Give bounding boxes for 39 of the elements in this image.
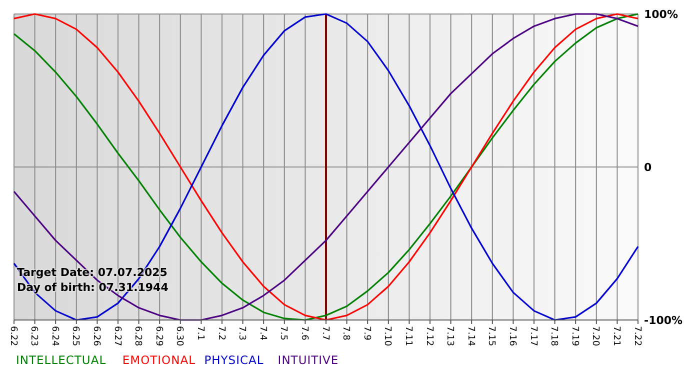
x-tick-label: 7.3 [236,326,247,340]
x-tick-label: 7.11 [403,326,414,346]
y-tick-label: 0 [644,160,652,174]
text: EMOTIONAL [122,353,196,367]
x-tick-label: 6.30 [174,326,184,346]
x-tick-label: 7.17 [528,326,538,346]
text: INTELLECTUAL [16,353,106,367]
x-tick-label: 7.7 [320,326,330,340]
x-tick-label: 7.12 [424,326,434,346]
x-tick-label: 7.8 [340,326,351,341]
x-tick-label: 7.20 [590,326,600,346]
x-tick-label: 7.18 [548,326,559,346]
x-tick-label: 7.16 [507,326,518,346]
y-tick-label: 100% [644,8,678,21]
x-tick-label: 6.25 [70,326,80,346]
x-tick-label: 7.4 [257,326,268,341]
x-tick-label: 6.26 [91,326,102,346]
x-tick-label: 7.9 [361,326,372,341]
x-tick-label: 6.24 [49,326,60,346]
x-tick-label: 7.13 [444,326,455,346]
x-tick-label: 6.27 [112,326,122,346]
line-series [13,13,639,321]
x-tick-label: 7.6 [299,326,310,341]
y-tick-label: -100% [644,314,683,327]
x-tick-label: 7.10 [382,326,392,346]
x-tick-label: 6.29 [153,326,164,346]
x-tick-label: 7.22 [632,326,642,346]
x-tick-label: 7.1 [195,326,206,340]
x-tick-label: 7.21 [611,326,622,346]
x-tick-label: 7.2 [216,326,226,340]
x-tick-label: 6.22 [8,326,18,346]
text: INTUITIVE [278,353,339,367]
x-tick-label: 6.28 [132,326,143,346]
x-tick-label: 7.5 [278,326,288,340]
text: PHYSICAL [204,353,264,367]
x-tick-label: 7.14 [465,326,476,346]
x-tick-label: 6.23 [28,326,39,346]
x-tick-label: 7.15 [486,326,496,346]
x-tick-label: 7.19 [569,326,580,346]
